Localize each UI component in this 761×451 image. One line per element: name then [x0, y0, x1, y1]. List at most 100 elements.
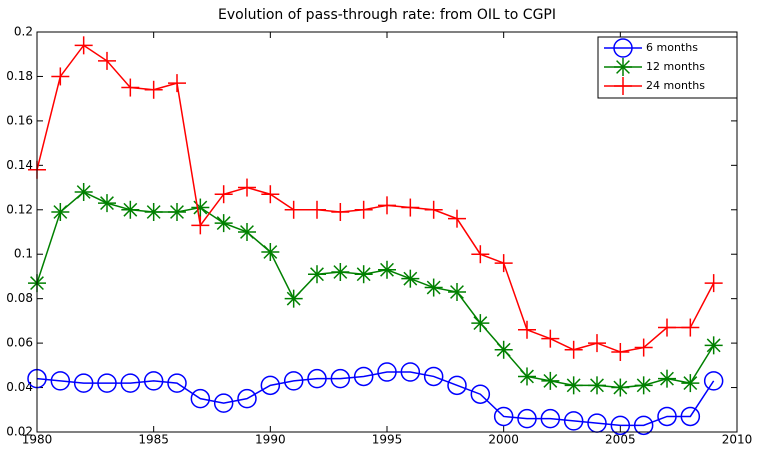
marker [611, 343, 630, 361]
marker [588, 334, 606, 353]
marker-stroke [216, 216, 231, 231]
marker [284, 200, 303, 219]
legend-label: 6 months [646, 41, 698, 54]
series-line [36, 371, 715, 427]
marker [377, 362, 397, 382]
legend-label: 12 months [646, 60, 705, 73]
marker [634, 376, 653, 395]
marker [168, 74, 186, 93]
marker [144, 203, 163, 221]
marker [168, 203, 186, 221]
marker-stroke [706, 338, 721, 353]
y-tick-label: 0.18 [6, 69, 33, 83]
x-tick-label: 1995 [372, 433, 403, 447]
marker [98, 51, 116, 70]
marker-stroke [590, 378, 604, 393]
marker [354, 265, 373, 284]
marker [448, 209, 466, 228]
marker [493, 406, 514, 427]
marker-stroke [613, 380, 628, 395]
marker [681, 318, 700, 337]
marker [681, 374, 700, 393]
marker [237, 388, 257, 409]
marker-stroke [543, 373, 558, 388]
marker [611, 378, 630, 397]
marker [167, 373, 187, 393]
marker-stroke [660, 371, 674, 386]
marker-stroke [240, 225, 254, 239]
marker [610, 415, 631, 436]
marker [214, 214, 233, 233]
marker [353, 366, 374, 387]
marker [74, 183, 93, 201]
marker [120, 373, 141, 393]
marker [238, 223, 256, 241]
chart-title: Evolution of pass-through rate: from OIL… [218, 7, 556, 23]
marker [307, 368, 327, 389]
marker [330, 368, 351, 389]
marker [518, 320, 536, 339]
y-tick-label: 0.12 [6, 202, 33, 216]
marker-stroke [473, 316, 488, 331]
marker-stroke [616, 60, 630, 74]
x-tick-label: 2000 [488, 433, 519, 447]
marker [563, 411, 584, 431]
marker [401, 269, 420, 288]
marker [447, 375, 467, 396]
marker [564, 376, 583, 395]
marker [517, 408, 537, 429]
marker [50, 371, 71, 391]
marker-stroke [53, 205, 68, 219]
marker [704, 274, 723, 293]
marker [401, 198, 420, 217]
marker [703, 371, 724, 391]
marker-stroke [380, 262, 394, 277]
marker [471, 314, 490, 333]
marker [680, 406, 701, 427]
marker-stroke [520, 369, 534, 384]
marker [633, 415, 654, 436]
marker [614, 58, 632, 76]
marker-stroke [146, 205, 161, 219]
x-tick-label: 2005 [605, 433, 636, 447]
marker [121, 78, 140, 97]
marker-stroke [170, 205, 184, 219]
marker [424, 200, 443, 219]
marker [261, 185, 280, 204]
marker [658, 318, 676, 337]
marker-stroke [333, 265, 348, 279]
marker [51, 67, 70, 86]
y-tick-label: 0.16 [6, 113, 33, 127]
marker [494, 340, 513, 359]
marker [308, 265, 326, 284]
marker [74, 36, 93, 55]
marker [540, 408, 561, 429]
marker [73, 373, 94, 393]
marker [213, 393, 234, 413]
marker [331, 263, 350, 281]
marker [470, 384, 491, 404]
marker [283, 371, 304, 391]
marker [448, 283, 466, 301]
x-tick-label: 1980 [22, 433, 53, 447]
y-tick-label: 0.1 [14, 247, 33, 261]
marker [634, 338, 653, 357]
marker [518, 367, 536, 386]
marker [144, 80, 163, 99]
marker-stroke [310, 267, 324, 282]
marker [98, 194, 116, 213]
marker [378, 196, 396, 215]
marker [238, 178, 256, 197]
marker [588, 376, 606, 395]
y-tick-label: 0.04 [6, 380, 33, 394]
marker [494, 254, 513, 273]
y-tick-label: 0.02 [6, 425, 33, 439]
marker-stroke [496, 342, 511, 357]
marker [191, 216, 210, 235]
marker [541, 371, 560, 390]
marker-stroke [450, 285, 464, 299]
marker [614, 77, 632, 95]
marker [423, 366, 444, 387]
marker [424, 278, 443, 297]
marker-stroke [636, 378, 651, 393]
